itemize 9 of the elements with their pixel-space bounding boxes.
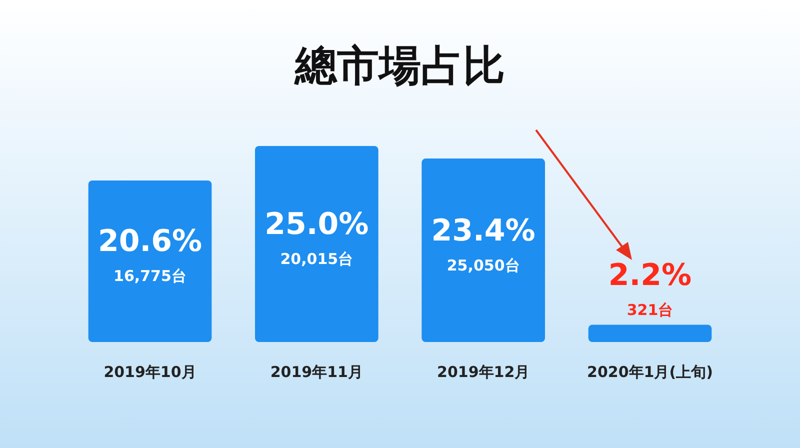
data-label: 23.4% 25,050台 — [431, 213, 536, 274]
data-label: 20.6% 16,775台 — [98, 224, 202, 286]
chart-title: 總市場占比 — [294, 41, 505, 90]
data-label: 25.0% 20,015台 — [264, 207, 369, 268]
x-tick-label: 2020年1月(上旬) — [587, 363, 713, 381]
x-tick-label: 2019年11月 — [270, 363, 363, 381]
data-label: 2.2% 321台 — [608, 258, 692, 319]
x-tick-label: 2019年12月 — [437, 363, 530, 381]
x-tick-label: 2019年10月 — [104, 363, 196, 381]
